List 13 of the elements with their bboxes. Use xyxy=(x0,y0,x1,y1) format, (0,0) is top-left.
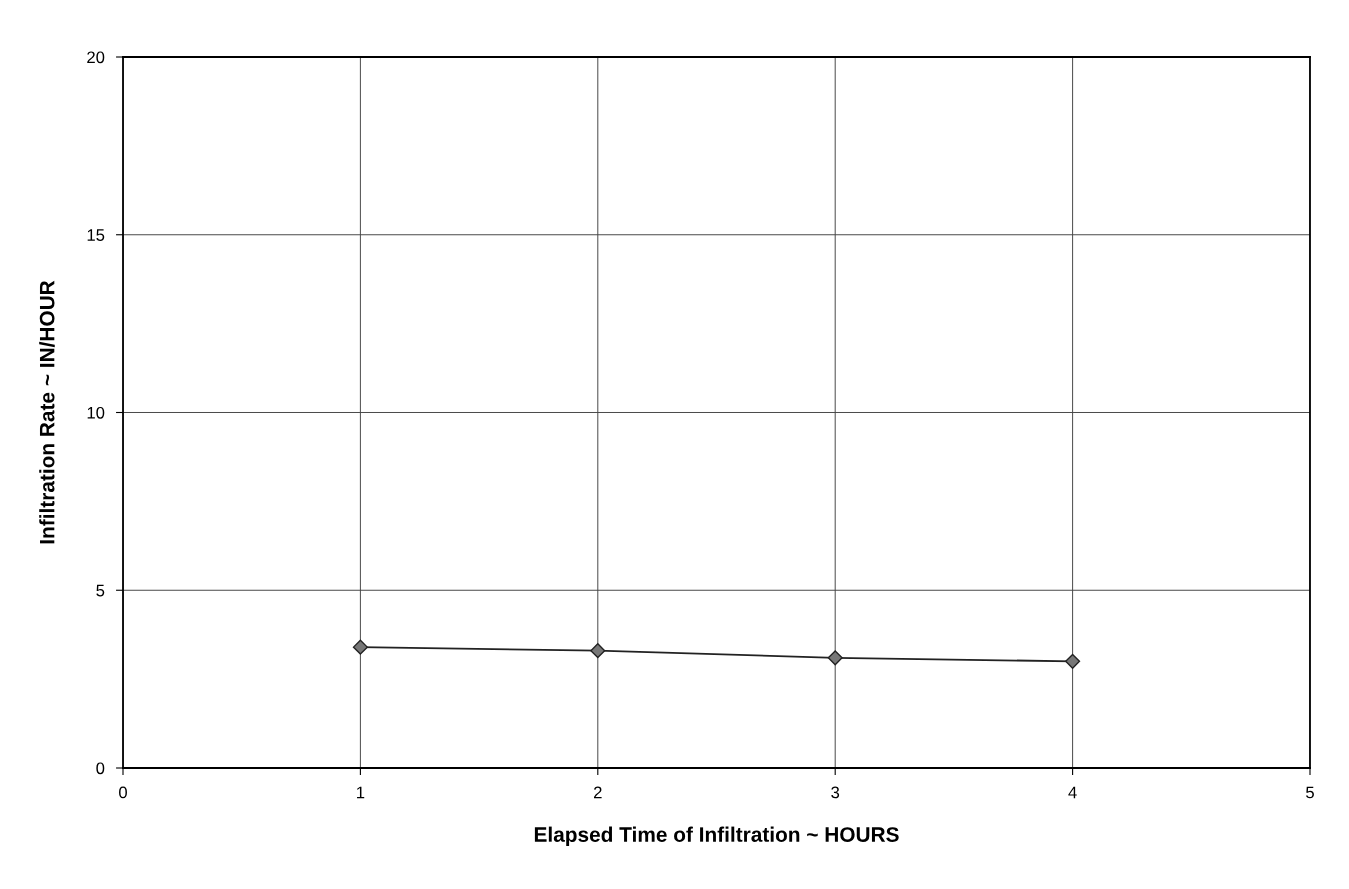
x-tick-label: 3 xyxy=(831,786,840,799)
x-axis-title: Elapsed Time of Infiltration ~ HOURS xyxy=(534,826,899,847)
y-tick-label: 10 xyxy=(87,406,105,419)
x-tick-label: 0 xyxy=(119,786,127,799)
y-axis-title: Infiltration Rate ~ IN/HOUR xyxy=(39,280,55,544)
y-tick-label: 5 xyxy=(96,584,105,597)
x-tick-label: 1 xyxy=(357,786,365,799)
x-tick-label: 5 xyxy=(1306,786,1314,799)
x-tick-label: 2 xyxy=(594,786,602,799)
y-tick-label: 20 xyxy=(87,51,105,64)
y-tick-label: 0 xyxy=(96,762,105,775)
x-tick-label: 4 xyxy=(1068,786,1077,799)
y-tick-label: 15 xyxy=(87,229,105,241)
